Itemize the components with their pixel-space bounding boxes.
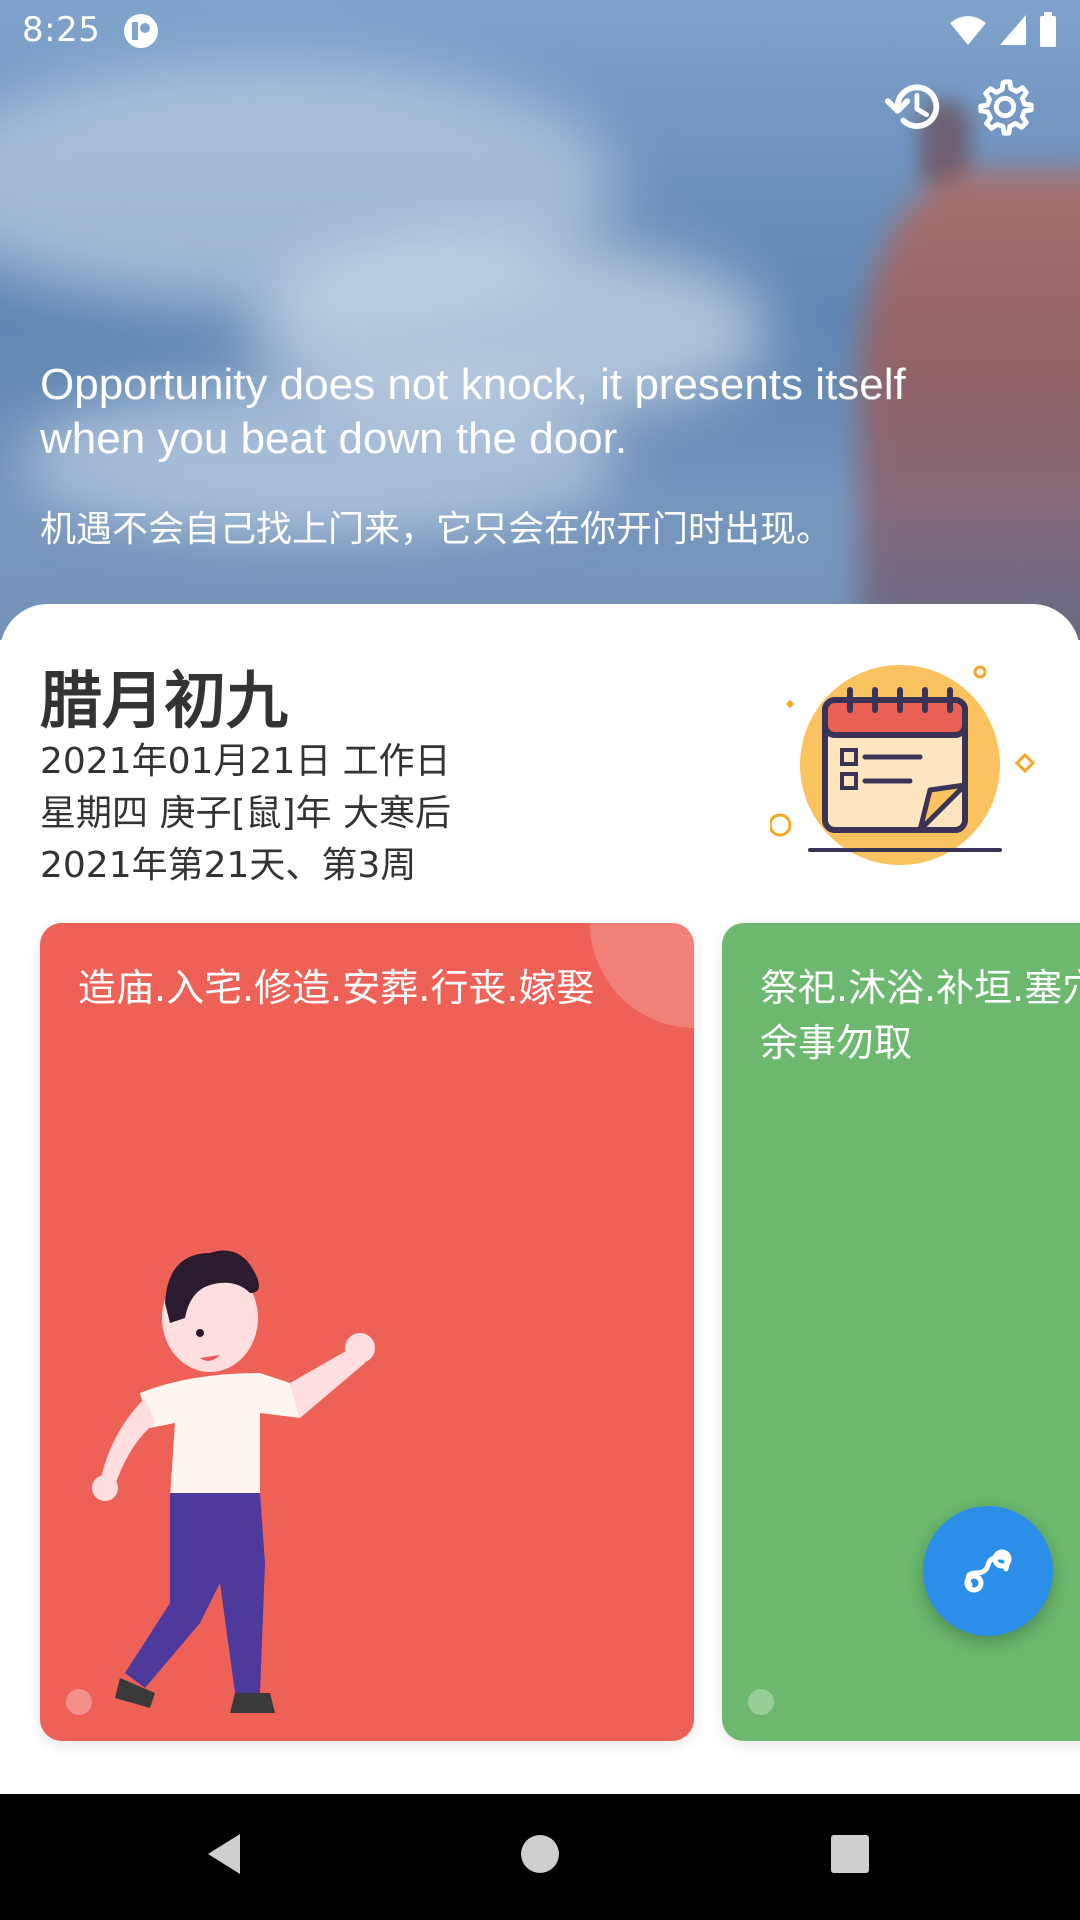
- quote-chinese: 机遇不会自己找上门来，它只会在你开门时出现。: [40, 509, 833, 550]
- dancing-man-illustration: [92, 1250, 375, 1713]
- card-bad-text: 祭祀.沐浴.补垣.塞穴 余事勿取: [760, 966, 1080, 1065]
- day-of-year: 2021年第21天、第3周: [40, 845, 417, 886]
- gregorian-date: 2021年01月21日 工作日: [40, 741, 451, 782]
- battery-icon: [1040, 12, 1056, 47]
- recent-icon[interactable]: [820, 1824, 880, 1884]
- home-icon[interactable]: [510, 1824, 570, 1884]
- system-icons: [948, 12, 1058, 48]
- link-fab-button[interactable]: [923, 1506, 1053, 1636]
- app-notification-icon: [124, 14, 158, 48]
- back-icon[interactable]: [196, 1824, 256, 1884]
- link-icon: [964, 1549, 1012, 1593]
- quote-english: Opportunity does not knock, it presents …: [40, 360, 906, 463]
- card-dot: [66, 1689, 92, 1715]
- calendar-illustration: [770, 665, 1036, 865]
- status-bar: 8:25: [0, 0, 1080, 64]
- status-time: 8:25: [22, 10, 101, 50]
- lunar-date: 腊月初九: [40, 664, 289, 737]
- history-icon[interactable]: [884, 76, 946, 138]
- settings-icon[interactable]: [974, 76, 1036, 138]
- card-dot: [748, 1689, 774, 1715]
- wifi-icon: [950, 16, 986, 45]
- card-bad[interactable]: 祭祀.沐浴.补垣.塞穴 余事勿取: [722, 923, 1080, 1741]
- card-good-text: 造庙.入宅.修造.安葬.行丧.嫁娶: [78, 966, 595, 1010]
- card-good[interactable]: 造庙.入宅.修造.安葬.行丧.嫁娶: [40, 923, 694, 1741]
- signal-icon: [1000, 15, 1026, 45]
- weekday-year: 星期四 庚子[鼠]年 大寒后: [40, 793, 451, 834]
- navigation-bar: [0, 1794, 1080, 1920]
